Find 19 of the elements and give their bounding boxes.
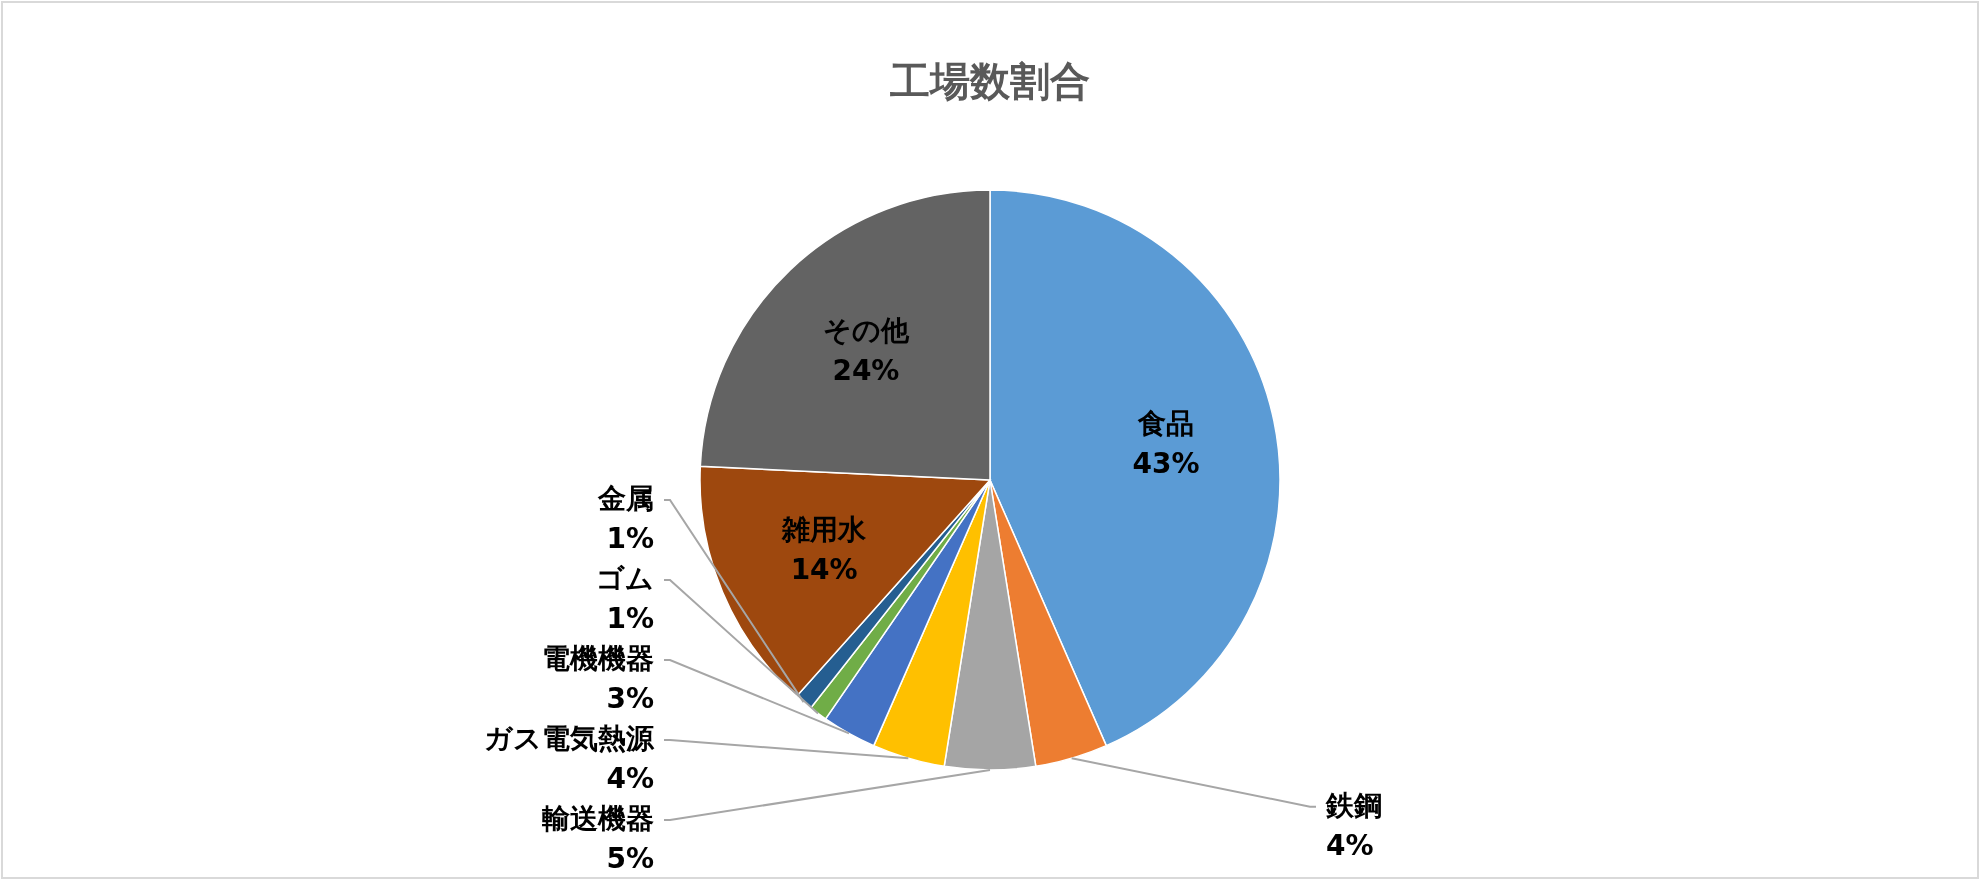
slice-label: 雑用水 xyxy=(781,513,868,547)
slice-label: 輸送機器 xyxy=(541,802,654,835)
chart-title: 工場数割合 xyxy=(890,58,1090,104)
data-label: 24% xyxy=(832,353,900,387)
data-label: 1% xyxy=(606,522,654,555)
slice-label: その他 xyxy=(822,313,910,347)
data-label: 1% xyxy=(606,602,654,635)
slice-label: 金属 xyxy=(597,482,654,515)
data-label: 4% xyxy=(1326,828,1374,862)
data-label: 3% xyxy=(606,682,654,715)
data-label: 43% xyxy=(1132,447,1200,481)
slice-label: 食品 xyxy=(1136,407,1194,441)
data-label: 4% xyxy=(606,762,654,795)
slice-label: ゴム xyxy=(596,562,654,595)
slice-label: ガス電気熱源 xyxy=(484,722,655,755)
data-label: 5% xyxy=(606,842,654,875)
slice-label: 鉄鋼 xyxy=(1325,788,1382,822)
slice-label: 電機機器 xyxy=(542,642,654,675)
data-label: 14% xyxy=(790,553,858,587)
